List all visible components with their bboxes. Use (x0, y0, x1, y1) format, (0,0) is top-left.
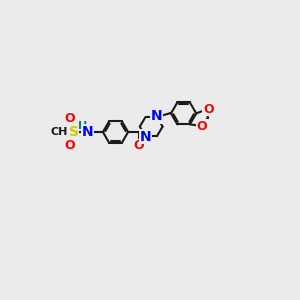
Text: N: N (82, 125, 93, 139)
Text: S: S (69, 125, 79, 139)
Text: CH₃: CH₃ (50, 127, 72, 137)
Text: H: H (78, 121, 87, 131)
Text: O: O (203, 103, 214, 116)
Text: O: O (64, 139, 75, 152)
Text: N: N (151, 110, 163, 123)
Text: N: N (140, 130, 151, 144)
Text: O: O (64, 112, 75, 125)
Text: O: O (133, 139, 144, 152)
Text: O: O (196, 120, 207, 133)
